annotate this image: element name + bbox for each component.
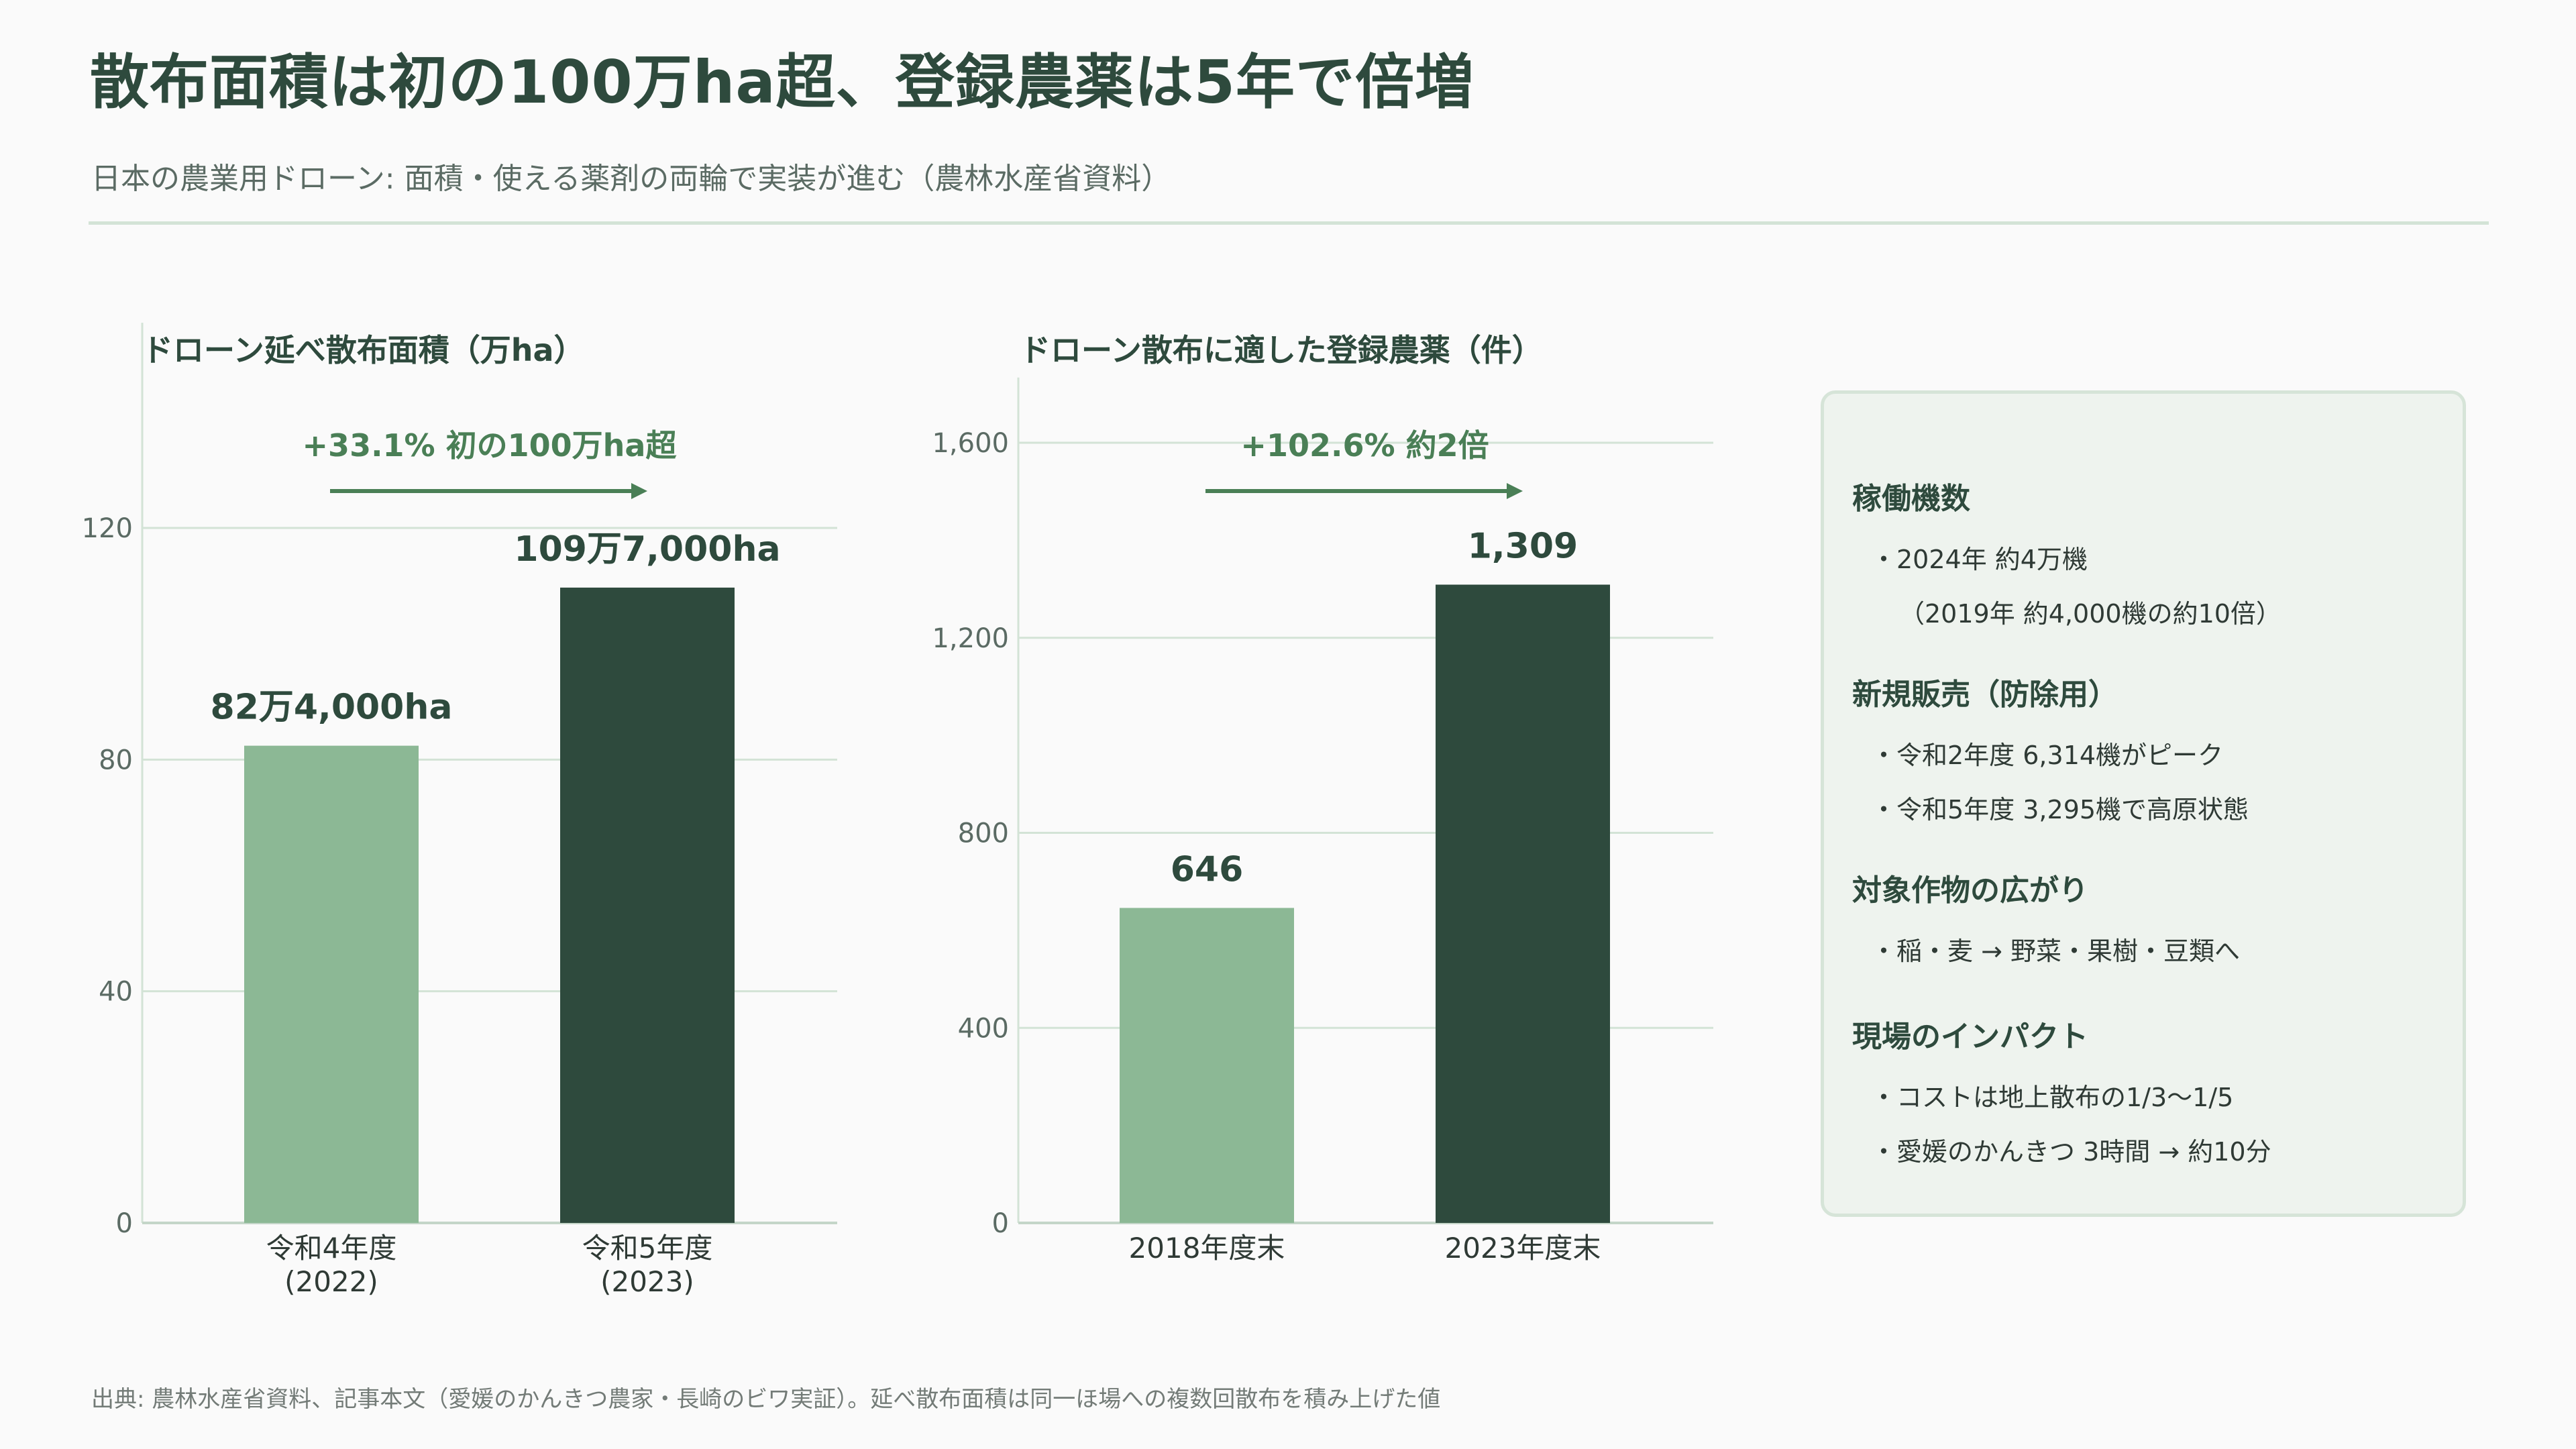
panel-line: ・コストは地上散布の1/3〜1/5: [1871, 1083, 2234, 1112]
side-panel: 稼働機数 ・2024年 約4万機 （2019年 約4,000機の約10倍） 新規…: [1821, 390, 2466, 1217]
page-subtitle: 日本の農業用ドローン: 面積・使える薬剤の両輪で実装が進む（農林水産省資料）: [91, 162, 1171, 196]
panel-line: ・稲・麦 → 野菜・果樹・豆類へ: [1871, 936, 2240, 966]
growth-annotation: +102.6% 約2倍: [1240, 427, 1489, 464]
y-tick-label: 1,200: [932, 623, 1009, 654]
y-tick-label: 0: [116, 1208, 133, 1239]
panel-section-sales: 新規販売（防除用） ・令和2年度 6,314機がピーク ・令和5年度 3,295…: [1852, 670, 2249, 826]
panel-line: ・愛媛のかんきつ 3時間 → 約10分: [1871, 1137, 2271, 1167]
panel-line: ・2024年 約4万機: [1871, 545, 2088, 574]
chart2-title: ドローン散布に適した登録農薬（件）: [1020, 332, 1543, 368]
data-label: 82万4,000ha: [211, 688, 453, 728]
panel-heading: 稼働機数: [1852, 482, 1970, 516]
bar: [1436, 584, 1610, 1223]
x-tick-label: (2023): [600, 1265, 694, 1298]
page-title: 散布面積は初の100万ha超、登録農薬は5年で倍増: [90, 48, 1474, 117]
arrow-head: [1507, 483, 1523, 499]
y-tick-label: 0: [992, 1208, 1009, 1239]
bar: [560, 587, 735, 1223]
data-label: 646: [1171, 849, 1244, 890]
x-tick-label: (2022): [284, 1265, 378, 1298]
header-divider: [89, 221, 2489, 225]
growth-annotation: +33.1% 初の100万ha超: [303, 427, 678, 464]
data-label: 109万7,000ha: [514, 529, 780, 570]
y-tick-label: 400: [958, 1013, 1009, 1044]
y-tick-label: 1,600: [932, 428, 1009, 459]
panel-heading: 現場のインパクト: [1852, 1020, 2088, 1054]
y-tick-label: 40: [99, 977, 133, 1008]
x-tick-label: 令和5年度: [582, 1232, 713, 1265]
chart1-title: ドローン延べ散布面積（万ha）: [142, 332, 585, 368]
panel-section-crops: 対象作物の広がり ・稲・麦 → 野菜・果樹・豆類へ: [1852, 866, 2240, 967]
panel-heading: 新規販売（防除用）: [1852, 678, 2118, 712]
panel-section-units: 稼働機数 ・2024年 約4万機 （2019年 約4,000機の約10倍）: [1852, 474, 2282, 630]
source-footnote: 出典: 農林水産省資料、記事本文（愛媛のかんきつ農家・長崎のビワ実証）。延べ散布…: [91, 1386, 1441, 1413]
x-tick-label: 令和4年度: [266, 1232, 397, 1265]
panel-line: （2019年 約4,000機の約10倍）: [1899, 599, 2282, 629]
panel-heading: 対象作物の広がり: [1852, 873, 2088, 908]
y-tick-label: 120: [82, 513, 133, 544]
panel-line: ・令和5年度 3,295機で高原状態: [1871, 795, 2249, 824]
panel-line: ・令和2年度 6,314機がピーク: [1871, 741, 2224, 770]
data-label: 1,309: [1468, 527, 1578, 567]
panel-section-impact: 現場のインパクト ・コストは地上散布の1/3〜1/5 ・愛媛のかんきつ 3時間 …: [1852, 1012, 2271, 1168]
bar: [1120, 908, 1294, 1223]
arrow-head: [631, 483, 647, 499]
y-tick-label: 80: [99, 745, 133, 775]
bar: [244, 745, 419, 1223]
x-tick-label: 2023年度末: [1445, 1232, 1601, 1265]
y-tick-label: 800: [958, 818, 1009, 849]
x-tick-label: 2018年度末: [1129, 1232, 1285, 1265]
